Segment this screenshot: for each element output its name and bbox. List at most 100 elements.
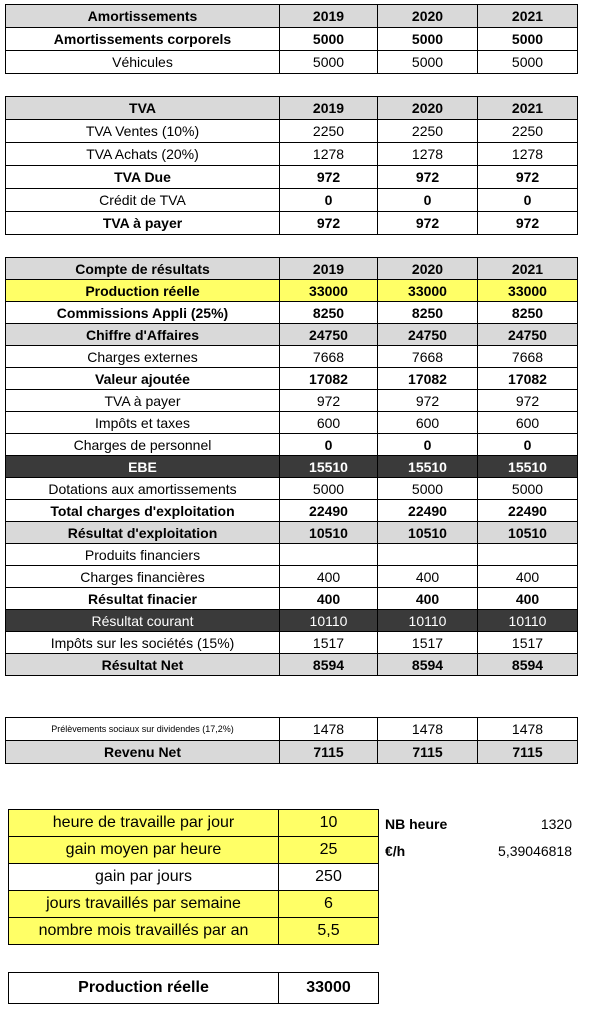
- cell-value: 1278: [477, 142, 578, 166]
- param-value[interactable]: 250: [278, 863, 379, 891]
- cell-value: 0: [477, 188, 578, 212]
- table-row: Produits financiers: [5, 543, 578, 566]
- table-row: Charges financières 400 400 400: [5, 565, 578, 588]
- header-cell: 2021: [477, 96, 578, 120]
- cell-value: 5000: [477, 477, 578, 500]
- header-cell: 2019: [279, 4, 378, 28]
- table-row: Production réelle 33000: [8, 972, 379, 1004]
- cell-value: 10510: [377, 521, 478, 544]
- row-label: Prélèvements sociaux sur dividendes (17,…: [5, 717, 280, 741]
- cell-value: 5000: [477, 27, 578, 51]
- row-label: Amortissements corporels: [5, 27, 280, 51]
- row-label: TVA Ventes (10%): [5, 119, 280, 143]
- table-row: Résultat Net 8594 8594 8594: [5, 653, 578, 676]
- cell-value: [279, 543, 378, 566]
- row-label: Chiffre d'Affaires: [5, 323, 280, 346]
- cell-value: 8250: [279, 301, 378, 324]
- table-row: TVA à payer 972 972 972: [5, 389, 578, 412]
- header-cell: 2019: [279, 257, 378, 280]
- param-label: nombre mois travaillés par an: [8, 917, 279, 945]
- cell-value: 972: [279, 165, 378, 189]
- row-label: Résultat d'exploitation: [5, 521, 280, 544]
- param-label: jours travaillés par semaine: [8, 890, 279, 918]
- table-row: Revenu Net 7115 7115 7115: [5, 740, 578, 764]
- cell-value: 400: [477, 565, 578, 588]
- table-row: Total charges d'exploitation 22490 22490…: [5, 499, 578, 522]
- cell-value: 1517: [279, 631, 378, 654]
- row-label: TVA à payer: [5, 211, 280, 235]
- table-row: Commissions Appli (25%) 8250 8250 8250: [5, 301, 578, 324]
- cell-value: 1478: [377, 717, 478, 741]
- cell-value: 7668: [377, 345, 478, 368]
- production-value: 33000: [278, 972, 379, 1004]
- table-row: Véhicules 5000 5000 5000: [5, 50, 578, 74]
- row-label: EBE: [5, 455, 280, 478]
- cell-value: 15510: [377, 455, 478, 478]
- cell-value: 2250: [279, 119, 378, 143]
- row-label: TVA Achats (20%): [5, 142, 280, 166]
- table-row: TVA Due 972 972 972: [5, 165, 578, 189]
- row-label: Résultat finacier: [5, 587, 280, 610]
- cell-value: 600: [477, 411, 578, 434]
- cell-value: 22490: [279, 499, 378, 522]
- header-cell: Amortissements: [5, 4, 280, 28]
- header-cell: 2021: [477, 257, 578, 280]
- param-value[interactable]: 10: [278, 809, 379, 837]
- header-cell: 2020: [377, 4, 478, 28]
- param-value[interactable]: 25: [278, 836, 379, 864]
- cell-value: 10110: [377, 609, 478, 632]
- cell-value: 0: [477, 433, 578, 456]
- row-label: Impôts et taxes: [5, 411, 280, 434]
- row-label: Impôts sur les sociétés (15%): [5, 631, 280, 654]
- nb-heure-value: 1320: [540, 816, 572, 832]
- cell-value: 8250: [477, 301, 578, 324]
- table-row: Résultat finacier 400 400 400: [5, 587, 578, 610]
- cell-value: 1517: [377, 631, 478, 654]
- row-label: Production réelle: [5, 279, 280, 302]
- cell-value: 5000: [279, 50, 378, 74]
- cell-value: 7668: [279, 345, 378, 368]
- tva-table: TVA 2019 2020 2021 TVA Ventes (10%) 2250…: [5, 96, 578, 235]
- row-label: Valeur ajoutée: [5, 367, 280, 390]
- revenu-table: Prélèvements sociaux sur dividendes (17,…: [5, 717, 578, 764]
- header-cell: 2020: [377, 96, 478, 120]
- cell-value: 972: [377, 211, 478, 235]
- table-row: jours travaillés par semaine 6: [8, 890, 379, 918]
- parametres-table: heure de travaille par jour 10 gain moye…: [8, 809, 379, 945]
- cell-value: 400: [377, 565, 478, 588]
- table-row: TVA à payer 972 972 972: [5, 211, 578, 235]
- cell-value: 5000: [279, 477, 378, 500]
- param-value[interactable]: 6: [278, 890, 379, 918]
- cell-value: 7115: [477, 740, 578, 764]
- table-row: Crédit de TVA 0 0 0: [5, 188, 578, 212]
- header-cell: TVA: [5, 96, 280, 120]
- table-row: Charges externes 7668 7668 7668: [5, 345, 578, 368]
- cell-value: 22490: [377, 499, 478, 522]
- param-label: heure de travaille par jour: [8, 809, 279, 837]
- cell-value: 8594: [279, 653, 378, 676]
- cell-value: 972: [279, 389, 378, 412]
- compte-resultats-table: Compte de résultats 2019 2020 2021 Produ…: [5, 257, 578, 676]
- table-row: gain moyen par heure 25: [8, 836, 379, 864]
- param-label: gain moyen par heure: [8, 836, 279, 864]
- header-cell: 2021: [477, 4, 578, 28]
- cell-value: 33000: [377, 279, 478, 302]
- cell-value: 400: [377, 587, 478, 610]
- header-cell: 2020: [377, 257, 478, 280]
- cell-value: 7668: [477, 345, 578, 368]
- cell-value: 400: [477, 587, 578, 610]
- cell-value: 1478: [279, 717, 378, 741]
- production-label: Production réelle: [8, 972, 279, 1004]
- cell-value: 400: [279, 587, 378, 610]
- row-label: Total charges d'exploitation: [5, 499, 280, 522]
- row-label: Crédit de TVA: [5, 188, 280, 212]
- table-row: Résultat courant 10110 10110 10110: [5, 609, 578, 632]
- cell-value: 5000: [377, 50, 478, 74]
- table-header-row: Compte de résultats 2019 2020 2021: [5, 257, 578, 280]
- production-summary: Production réelle 33000: [8, 972, 379, 1004]
- row-label: Résultat Net: [5, 653, 280, 676]
- table-row: gain par jours 250: [8, 863, 379, 891]
- cell-value: 400: [279, 565, 378, 588]
- param-value[interactable]: 5,5: [278, 917, 379, 945]
- cell-value: 972: [477, 165, 578, 189]
